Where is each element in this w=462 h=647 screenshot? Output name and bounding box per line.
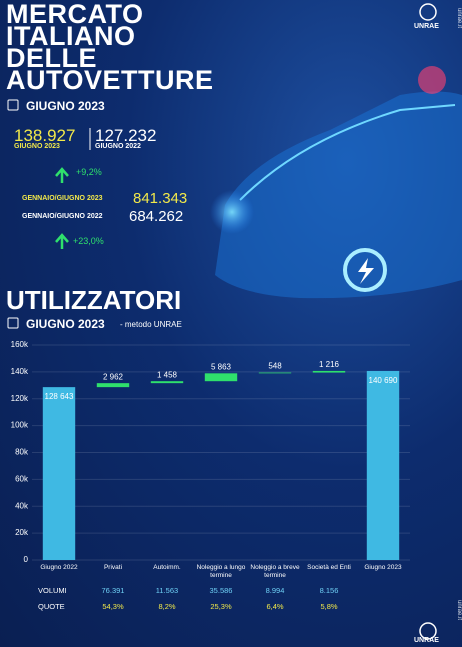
logo-mark	[419, 622, 437, 640]
y-tick-label: 20k	[15, 528, 29, 537]
up-arrow	[55, 167, 69, 183]
value-label: 5 863	[211, 362, 232, 371]
stat-label: GENNAIO/GIUGNO 2023	[22, 195, 103, 202]
x-tick-label: Società ed Enti	[307, 564, 351, 571]
x-tick-label: Giugno 2022	[40, 564, 78, 571]
x-tick-label: Privati	[103, 564, 123, 571]
up-arrow	[55, 233, 69, 249]
change: +9,2%	[76, 167, 102, 177]
x-tick-label: Noleggio a breve termine	[250, 564, 300, 579]
light	[418, 66, 446, 94]
y-tick-label: 0	[24, 555, 29, 564]
title: AUTOVETTURE	[6, 65, 214, 95]
bolt	[358, 258, 374, 284]
bar	[96, 383, 130, 388]
period: GIUGNO 2023	[26, 99, 105, 113]
bar	[150, 381, 184, 384]
title: DELLE	[6, 43, 98, 73]
x-tick-label: Autoimm.	[153, 564, 181, 571]
calendar-icon	[7, 99, 19, 111]
stat-label: GIUGNO 2022	[95, 143, 141, 150]
cell: 54,3%	[102, 602, 124, 611]
y-tick-label: 100k	[11, 421, 29, 430]
logo: UNRAE	[414, 637, 439, 644]
value-label: 140 690	[369, 376, 398, 385]
y-tick-label: 40k	[15, 501, 29, 510]
stat-value: 841.343	[133, 190, 188, 207]
y-tick-label: 80k	[15, 448, 29, 457]
cell: 8.156	[319, 586, 339, 595]
cell: 11.563	[155, 586, 179, 595]
stat-value: 138.927	[14, 126, 76, 145]
logo: UNRAE	[414, 23, 439, 30]
bar	[258, 372, 292, 374]
car-outline	[239, 104, 456, 201]
x-tick-label: Giugno 2023	[364, 564, 402, 571]
section-title: UTILIZZATORI	[6, 285, 182, 315]
row-label: QUOTE	[38, 602, 65, 611]
headlight	[210, 190, 254, 234]
cell: 5,8%	[320, 602, 338, 611]
value-label: 2 962	[103, 372, 124, 381]
car-body	[215, 91, 462, 299]
cell: 6,4%	[266, 602, 284, 611]
stat-label: GIUGNO 2023	[14, 143, 60, 150]
logo-mark	[419, 3, 437, 21]
cell: 76.391	[101, 586, 125, 595]
y-tick-label: 120k	[11, 394, 29, 403]
y-tick-label: 140k	[11, 367, 29, 376]
value-label: 1 458	[157, 370, 178, 379]
bar	[42, 387, 76, 560]
y-tick-label: 60k	[15, 474, 29, 483]
stat-label: GENNAIO/GIUGNO 2022	[22, 213, 103, 220]
value-label: 1 216	[319, 360, 340, 369]
y-tick-label: 160k	[11, 340, 29, 349]
title: MERCATO	[6, 0, 144, 29]
value-label: 548	[268, 362, 282, 371]
title: ITALIANO	[6, 21, 136, 51]
change: +23,0%	[73, 236, 104, 246]
stat-value: 684.262	[129, 208, 184, 225]
calendar-icon	[7, 317, 19, 329]
cell: 35.586	[209, 586, 233, 595]
stat-value: 127.232	[95, 126, 157, 145]
cell: 8,2%	[158, 602, 176, 611]
cell: 8.994	[265, 586, 285, 595]
section-note: - metodo UNRAE	[120, 320, 182, 329]
bar	[366, 370, 400, 560]
x-tick-label: Noleggio a lungo termine	[196, 564, 246, 579]
bar	[312, 370, 346, 373]
charge-icon	[343, 248, 387, 292]
row-label: VOLUMI	[38, 586, 67, 595]
bar	[204, 373, 238, 382]
cell: 25,3%	[210, 602, 232, 611]
value-label: 128 643	[45, 392, 74, 401]
section-period: GIUGNO 2023	[26, 317, 105, 331]
